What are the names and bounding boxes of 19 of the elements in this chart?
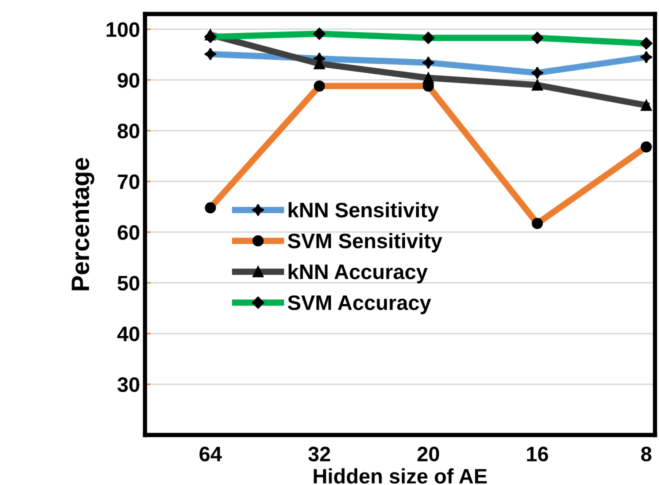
y-tick-label: 50	[118, 276, 140, 291]
y-tick-label: 90	[118, 72, 140, 88]
x-tick-label: 16	[527, 446, 548, 462]
y-axis-title: Percentage	[72, 158, 94, 290]
x-tick-label: 64	[200, 446, 222, 462]
x-tick-label: 8	[641, 446, 652, 462]
x-tick-label: 32	[308, 446, 330, 462]
x-tick-label: 20	[417, 446, 440, 462]
legend-label: SVM Accuracy	[288, 295, 432, 314]
legend-label: kNN Accuracy	[288, 264, 428, 284]
y-tick-label: 80	[118, 124, 140, 138]
legend-label: kNN Sensitivity	[288, 202, 439, 222]
y-tick-label: 70	[118, 174, 140, 190]
y-tick-label: 30	[117, 377, 140, 392]
x-axis-title: Hidden size of AE	[314, 468, 487, 484]
legend-label: SVM Sensitivity	[288, 233, 442, 252]
y-tick-label: 60	[118, 225, 140, 240]
y-tick-label: 40	[117, 326, 140, 342]
y-tick-label: 100	[106, 22, 140, 37]
